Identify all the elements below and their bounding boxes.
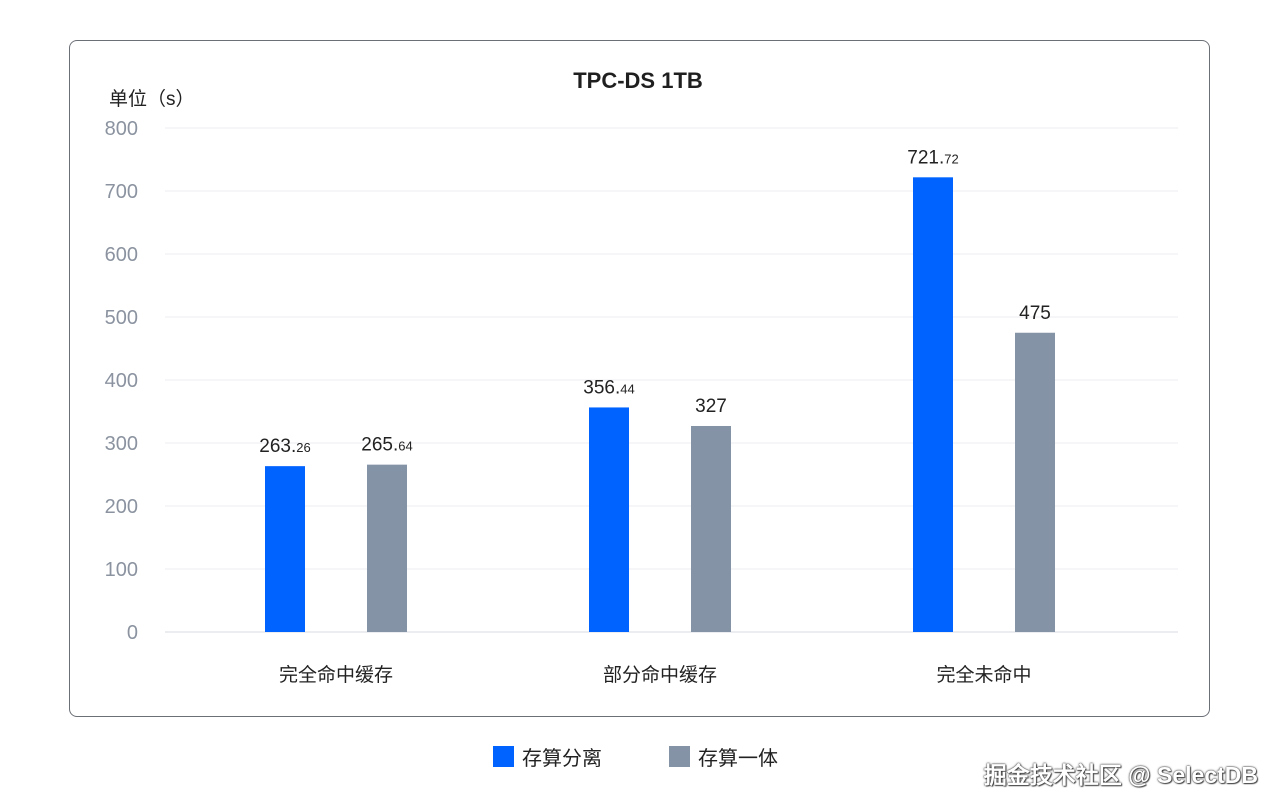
data-label: 263.26: [259, 436, 310, 457]
data-label: 475: [1019, 303, 1051, 324]
data-label: 265.64: [361, 435, 412, 456]
legend-label-series-0: 存算分离: [522, 748, 602, 770]
y-tick-label: 200: [105, 496, 138, 518]
data-label: 356.44: [583, 377, 634, 398]
x-tick-label: 部分命中缓存: [603, 664, 717, 686]
y-axis-label: 单位（s）: [109, 89, 195, 110]
data-label: 721.72: [907, 147, 958, 168]
bar: [589, 407, 629, 632]
bar: [1015, 332, 1055, 632]
bar: [691, 425, 731, 632]
watermark: 掘金技术社区 @ SelectDB: [983, 762, 1258, 788]
chart-title: TPC-DS 1TB: [573, 68, 703, 93]
y-tick-label: 300: [105, 433, 138, 455]
bar: [913, 177, 953, 632]
x-tick-label: 完全命中缓存: [279, 664, 393, 686]
data-label: 327: [695, 396, 727, 417]
legend: 存算分离 存算一体: [0, 742, 1280, 772]
bar: [265, 466, 305, 632]
legend-swatch-series-0: [493, 746, 514, 767]
y-tick-label: 800: [105, 118, 138, 140]
bar: [367, 464, 407, 632]
y-tick-label: 0: [127, 622, 138, 644]
legend-swatch-series-1: [669, 746, 690, 767]
y-tick-label: 100: [105, 559, 138, 581]
legend-item-series-1[interactable]: 存算一体: [669, 742, 778, 771]
y-tick-label: 500: [105, 307, 138, 329]
y-tick-label: 600: [105, 244, 138, 266]
y-tick-label: 700: [105, 181, 138, 203]
x-tick-label: 完全未命中: [936, 664, 1031, 686]
y-tick-label: 400: [105, 370, 138, 392]
chart-frame: [69, 40, 1210, 717]
legend-label-series-1: 存算一体: [698, 748, 778, 770]
legend-item-series-0[interactable]: 存算分离: [493, 742, 602, 771]
